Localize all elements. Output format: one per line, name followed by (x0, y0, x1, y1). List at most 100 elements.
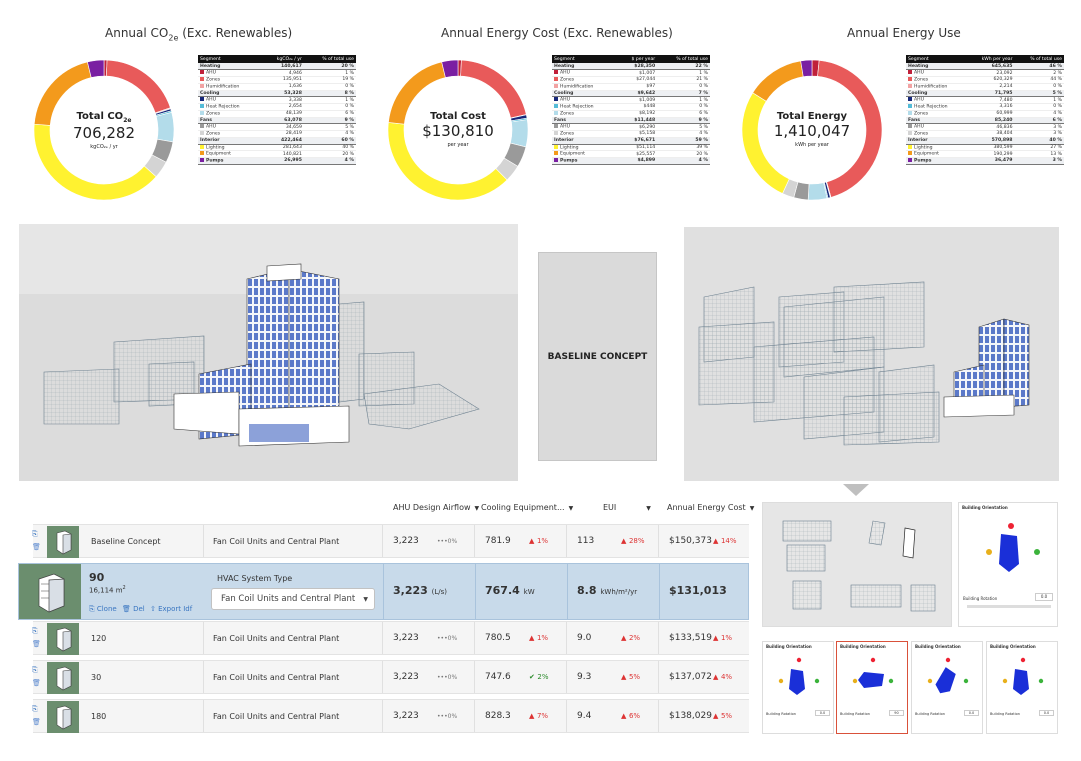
value-cell: 53,328 (261, 90, 304, 98)
copy-icon[interactable]: ⎘ (32, 530, 38, 538)
percent-cell: 5 % (1014, 90, 1064, 98)
cost-donut-center: Total Cost $130,810 per year (422, 111, 494, 148)
trash-icon: 🗑 (121, 605, 131, 613)
segment-cell: Heating (552, 63, 617, 71)
value-cell: 85,240 (966, 117, 1015, 125)
legend-swatch (200, 124, 204, 129)
row-airflow: 3,223 (393, 672, 419, 682)
donut-slice (106, 59, 171, 114)
table-row: Heating 645,635 46 % (906, 63, 1064, 71)
row-eui-delta: ▲ 2% (621, 634, 641, 642)
rotation-input[interactable]: 90 (889, 710, 904, 716)
segment-cell: AHU (552, 69, 617, 77)
table-row[interactable]: ⎘ 🗑 120 Fan Coil Units and Central Plant… (32, 621, 749, 655)
orientation-compass (927, 657, 969, 694)
selected-eui: 8.8 kWh/m²/yr (577, 584, 638, 597)
arrow-up-icon: ▲ (713, 537, 719, 545)
table-row: Zones 620,329 44 % (906, 76, 1064, 84)
selected-cooling: 767.4 kW (485, 584, 535, 597)
clone-button[interactable]: ⎘ Clone (89, 605, 117, 613)
orientation-option[interactable]: Building Orientation Building Rotation 9… (836, 641, 908, 734)
percent-cell: 4 % (1014, 110, 1064, 118)
value-cell: $8,192 (616, 110, 658, 118)
header-ahu-airflow[interactable]: AHU Design Airflow ▼ (393, 503, 480, 512)
table-row: Pumps 26,995 4 % (198, 157, 356, 165)
segment-cell: Zones (198, 76, 262, 84)
check-icon: ✔ (529, 673, 535, 681)
trash-icon[interactable]: 🗑 (32, 640, 41, 648)
copy-icon[interactable]: ⎘ (32, 666, 38, 674)
copy-icon[interactable]: ⎘ (32, 705, 38, 713)
baseline-3d-view[interactable] (19, 224, 518, 481)
value-cell: 620,329 (966, 76, 1015, 84)
column-header: % of total use (303, 55, 356, 63)
delete-button[interactable]: 🗑 Del (121, 605, 145, 613)
header-eui[interactable]: EUI ▼ (603, 503, 651, 512)
selected-row[interactable]: 90 16,114 m2 ⎘ Clone 🗑 Del ⇧ Export Idf … (18, 563, 749, 620)
table-row[interactable]: ⎘ 🗑 180 Fan Coil Units and Central Plant… (32, 699, 749, 733)
legend-swatch (554, 124, 558, 129)
table-header-row: Segment kgCO₂ₑ / yr% of total use (198, 55, 356, 63)
legend-swatch (200, 151, 204, 156)
rotation-input[interactable]: 0.0 (1039, 710, 1054, 716)
rotation-label: Building Rotation (990, 712, 1020, 716)
row-cooling-delta: ▲ 1% (529, 634, 549, 642)
rotation-input[interactable]: 0.0 (964, 710, 979, 716)
table-row: AHU $1,007 1 % (552, 69, 710, 77)
export-idf-button[interactable]: ⇧ Export Idf (149, 605, 193, 613)
hvac-system-select[interactable]: Fan Coil Units and Central Plant ▼ (211, 588, 375, 610)
value-cell: $25,557 (616, 150, 658, 158)
donut-slice (441, 59, 459, 78)
donut-slice (807, 182, 828, 201)
trash-icon[interactable]: 🗑 (32, 679, 41, 687)
building-thumbnail (47, 662, 79, 694)
value-cell: $9,642 (616, 90, 658, 98)
selected-airflow: 3,223 (L/s) (393, 584, 448, 597)
trash-icon[interactable]: 🗑 (32, 718, 41, 726)
percent-cell: 4 % (657, 157, 710, 165)
orientation-option[interactable]: Building Orientation Building Rotation 0… (762, 641, 834, 734)
row-cost-delta: ▲ 1% (713, 634, 733, 642)
arrow-up-icon: ▲ (529, 712, 535, 720)
table-row: Lighting 380,599 27 % (906, 144, 1064, 152)
table-row[interactable]: ⎘ 🗑 Baseline Concept Fan Coil Units and … (32, 524, 749, 558)
energy-segment-table: Segment kWh per year% of total use Heatin… (906, 55, 1064, 165)
orientation-option[interactable]: Building Orientation Building Rotation 0… (986, 641, 1058, 734)
header-annual-energy-cost[interactable]: Annual Energy Cost ▼ (667, 503, 755, 512)
column-header: % of total use (1014, 55, 1064, 63)
segment-cell: AHU (552, 123, 617, 131)
value-cell: 3,316 (966, 103, 1015, 111)
percent-cell: 4 % (303, 157, 356, 165)
legend-swatch (554, 110, 558, 115)
copy-icon: ⎘ (89, 605, 95, 613)
row-airflow-delta: ••• 0% (437, 634, 458, 642)
row-cost: $150,373 (669, 536, 712, 546)
orientation-compass[interactable] (959, 512, 1057, 592)
table-row: Zones $8,192 6 % (552, 110, 710, 118)
percent-cell: 40 % (303, 144, 356, 152)
rotation-input[interactable]: 0.0 (1035, 593, 1053, 601)
rotation-slider[interactable] (967, 605, 1051, 608)
value-cell: 38,404 (966, 130, 1015, 138)
table-row[interactable]: ⎘ 🗑 30 Fan Coil Units and Central Plant … (32, 660, 749, 694)
context-3d-view[interactable] (684, 227, 1059, 481)
legend-swatch (200, 83, 204, 88)
table-row: AHU $6,290 5 % (552, 123, 710, 131)
co2-donut-center: Total CO2e 706,282 kgCO₂ₑ / yr (72, 111, 136, 150)
legend-swatch (200, 70, 204, 75)
rotation-input[interactable]: 0.0 (815, 710, 830, 716)
trash-icon[interactable]: 🗑 (32, 543, 41, 551)
arrow-up-icon: ▲ (621, 712, 627, 720)
segment-cell: Pumps (198, 157, 262, 165)
orientation-option[interactable]: Building Orientation Building Rotation 0… (911, 641, 983, 734)
segment-cell: Heat Rejection (906, 103, 967, 111)
percent-cell: 0 % (303, 83, 356, 91)
row-cost: $137,072 (669, 672, 712, 682)
building-thumbnail (47, 526, 79, 558)
percent-cell: 0 % (657, 103, 710, 111)
header-cooling-equipment[interactable]: Cooling Equipment... ▼ (481, 503, 574, 512)
cost-segment-table: Segment $ per year% of total use Heating … (552, 55, 710, 165)
site-plan-view[interactable] (762, 502, 952, 627)
copy-icon[interactable]: ⎘ (32, 627, 38, 635)
percent-cell: 6 % (303, 110, 356, 118)
